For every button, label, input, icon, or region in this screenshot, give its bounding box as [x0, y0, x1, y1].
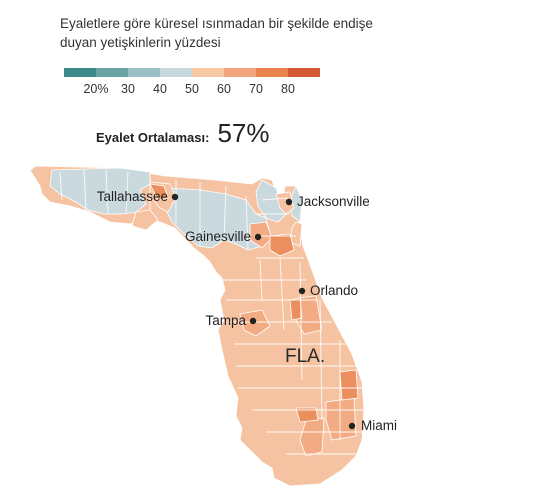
city-miami: Miami: [348, 418, 397, 433]
city-label: Tampa: [205, 313, 246, 328]
chart-title: Eyaletlere göre küresel ısınmadan bir şe…: [60, 16, 373, 50]
city-dot: [298, 287, 306, 295]
city-tallahassee: Tallahassee: [97, 189, 179, 204]
legend-color-bar: [64, 68, 320, 77]
city-dot: [254, 233, 262, 241]
city-label: Jacksonville: [297, 194, 370, 209]
city-label: Tallahassee: [97, 189, 168, 204]
legend-tick-label: 40: [153, 82, 167, 96]
city-label: Gainesville: [185, 229, 251, 244]
legend-swatch: [96, 68, 128, 77]
region-high-concern: [239, 221, 357, 457]
region-elevated-concern: [149, 183, 359, 423]
legend-swatch: [256, 68, 288, 77]
state-average-label: Eyalet Ortalaması:: [96, 130, 210, 145]
county-borders: [59, 169, 364, 455]
legend-tick-label: 50: [185, 82, 199, 96]
city-orlando: Orlando: [298, 283, 358, 298]
legend-swatch: [128, 68, 160, 77]
legend-tick-label: 30: [121, 82, 135, 96]
state-average: Eyalet Ortalaması: 57%: [96, 118, 270, 149]
legend-tick-label: 80: [281, 82, 295, 96]
legend-tick-label: 20%: [83, 82, 109, 96]
state-average-value: 57%: [217, 118, 270, 148]
legend-swatch: [288, 68, 320, 77]
city-gainesville: Gainesville: [185, 229, 262, 244]
legend-swatch: [160, 68, 192, 77]
city-label: Orlando: [310, 283, 358, 298]
city-dot: [171, 193, 179, 201]
city-label: Miami: [361, 418, 397, 433]
city-dot: [285, 198, 293, 206]
legend-swatch: [64, 68, 96, 77]
legend-tick-label: 70: [249, 82, 263, 96]
legend-tick-labels: 20% 30 40 50 60 70 80: [64, 82, 344, 98]
city-dot: [348, 422, 356, 430]
legend-tick-label: 60: [217, 82, 231, 96]
legend-swatch: [224, 68, 256, 77]
city-tampa: Tampa: [205, 313, 257, 328]
legend-swatch: [192, 68, 224, 77]
city-dot: [249, 317, 257, 325]
city-jacksonville: Jacksonville: [285, 194, 370, 209]
state-label: FLA.: [285, 346, 325, 367]
